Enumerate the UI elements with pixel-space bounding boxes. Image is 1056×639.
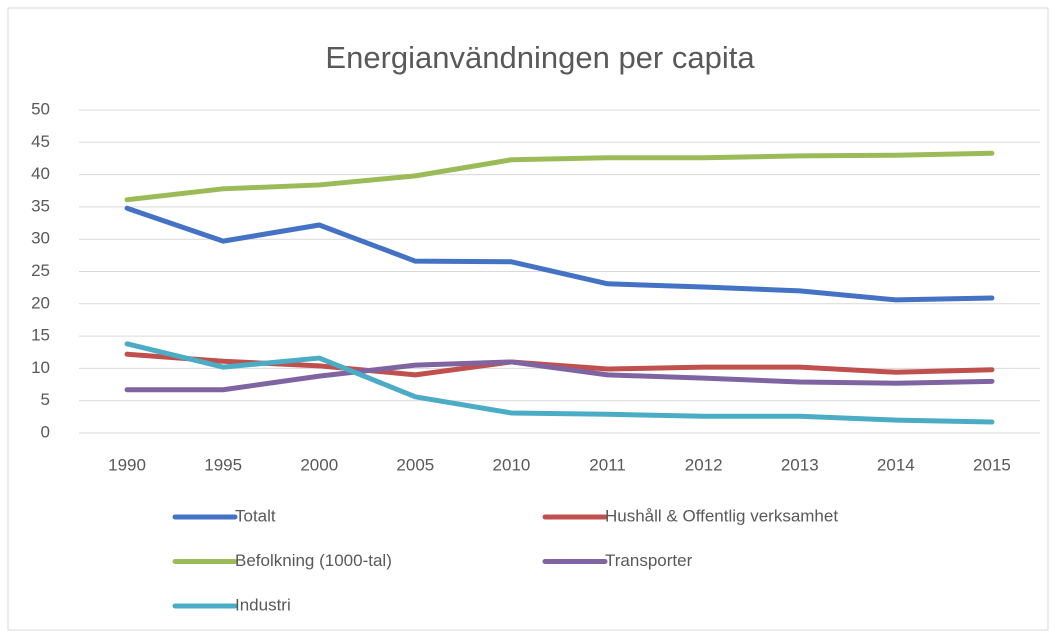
x-tick-label: 2013 [781, 455, 819, 474]
legend-label: Transporter [605, 551, 693, 570]
x-tick-label: 2005 [396, 455, 434, 474]
y-tick-label: 5 [41, 390, 50, 409]
y-tick-label: 35 [31, 196, 50, 215]
legend-label: Hushåll & Offentlig verksamhet [605, 506, 838, 525]
data-line [124, 205, 995, 303]
y-tick-label: 15 [31, 326, 50, 345]
y-tick-label: 30 [31, 229, 50, 248]
x-tick-label: 2010 [493, 455, 531, 474]
data-line [124, 150, 995, 203]
y-tick-label: 25 [31, 261, 50, 280]
x-tick-label: 2011 [589, 455, 626, 474]
y-tick-label: 10 [31, 358, 50, 377]
x-tick-label: 1990 [108, 455, 146, 474]
y-tick-label: 45 [31, 132, 50, 151]
data-line [124, 341, 995, 425]
data-line [124, 359, 995, 393]
chart-title: Energianvändningen per capita [325, 40, 755, 75]
x-tick-label: 2015 [973, 455, 1011, 474]
x-tick-label: 2014 [877, 455, 915, 474]
y-tick-label: 40 [31, 164, 50, 183]
y-tick-label: 20 [31, 293, 50, 312]
chart-border [7, 7, 1049, 631]
legend-label: Industri [235, 595, 291, 614]
legend-label: Befolkning (1000-tal) [235, 551, 392, 570]
y-tick-label: 0 [41, 422, 50, 441]
y-tick-label: 50 [31, 99, 50, 118]
x-tick-label: 2012 [685, 455, 723, 474]
x-tick-label: 2000 [300, 455, 338, 474]
x-tick-label: 1995 [204, 455, 242, 474]
legend-label: Totalt [235, 506, 276, 525]
